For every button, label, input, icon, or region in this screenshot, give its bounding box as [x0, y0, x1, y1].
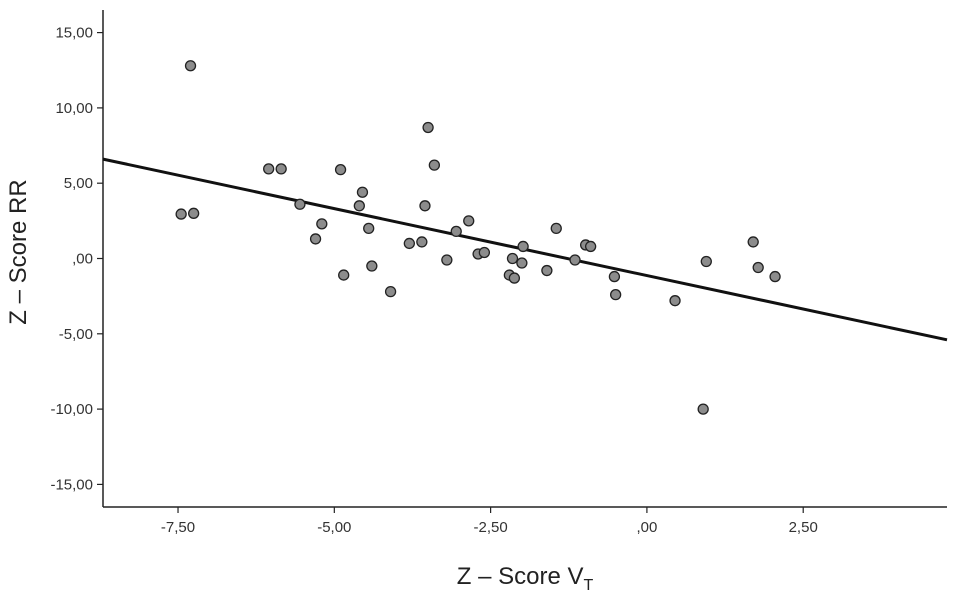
- data-point: [422, 121, 434, 134]
- x-tick-label: -7,50: [161, 519, 195, 536]
- data-point: [584, 240, 597, 253]
- data-point: [263, 163, 275, 175]
- data-point: [608, 270, 621, 283]
- y-tick-label: 15,00: [55, 25, 93, 42]
- data-point: [752, 261, 764, 274]
- data-point: [353, 200, 365, 212]
- data-point: [363, 222, 375, 235]
- data-point: [419, 200, 431, 212]
- y-tick-label: -10,00: [50, 401, 93, 418]
- data-point: [416, 236, 428, 248]
- data-point: [697, 403, 709, 415]
- data-point: [403, 237, 415, 250]
- data-point: [338, 269, 350, 281]
- y-tick-label: -15,00: [50, 476, 93, 493]
- data-point: [769, 270, 781, 283]
- axis-ticks: [97, 31, 804, 513]
- data-point: [366, 260, 378, 272]
- data-point: [508, 272, 521, 284]
- data-point: [478, 246, 491, 259]
- x-tick-label: -2,50: [474, 519, 508, 536]
- data-point: [184, 60, 197, 72]
- data-point: [356, 186, 369, 198]
- data-point: [316, 218, 328, 230]
- data-point: [506, 252, 519, 265]
- data-point: [441, 254, 453, 266]
- data-point: [700, 255, 712, 268]
- data-point: [610, 288, 622, 301]
- data-point: [450, 225, 462, 238]
- data-points: [175, 60, 781, 415]
- x-tick-label: 2,50: [789, 519, 818, 536]
- data-point: [309, 233, 322, 245]
- y-axis-title: Z – Score RR: [5, 179, 32, 324]
- data-point: [669, 295, 681, 307]
- x-tick-label: -5,00: [317, 519, 351, 536]
- data-point: [175, 208, 187, 220]
- y-tick-label: ,00: [72, 251, 93, 268]
- x-axis-title-subscript: T: [583, 577, 593, 594]
- data-point: [384, 285, 397, 298]
- y-tick-label: 5,00: [64, 175, 93, 192]
- y-tick-label: -5,00: [59, 326, 93, 343]
- data-point: [334, 163, 347, 176]
- data-point: [428, 159, 440, 171]
- data-point: [550, 222, 562, 235]
- y-tick-labels: 15,00 10,00 5,00 ,00 -5,00 -10,00 -15,00: [50, 25, 93, 494]
- data-point: [569, 254, 581, 266]
- data-point: [463, 215, 475, 227]
- data-point: [516, 257, 528, 269]
- x-tick-label: ,00: [636, 519, 657, 536]
- data-point: [517, 240, 529, 253]
- data-point: [541, 264, 553, 277]
- x-tick-labels: -7,50 -5,00 -2,50 ,00 2,50: [161, 519, 818, 536]
- data-point: [294, 198, 306, 210]
- data-point: [747, 236, 759, 248]
- x-axis-title: Z – Score VT: [457, 563, 594, 594]
- data-point: [275, 163, 287, 175]
- data-point: [188, 207, 200, 219]
- y-tick-label: 10,00: [55, 100, 93, 117]
